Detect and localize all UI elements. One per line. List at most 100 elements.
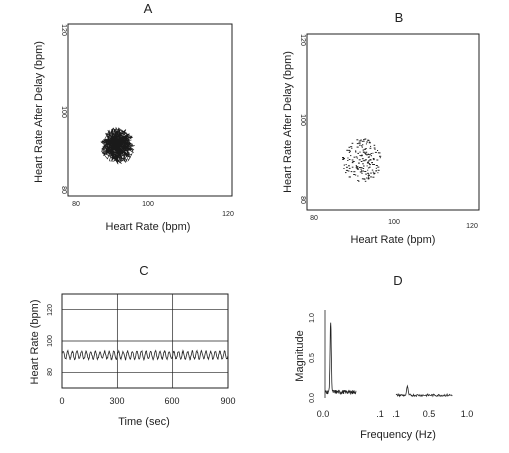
panel-b-point bbox=[361, 154, 363, 156]
panel-b-point bbox=[348, 146, 351, 148]
panel-b-points bbox=[342, 138, 382, 182]
panel-b-point bbox=[367, 154, 369, 155]
panel-b-point bbox=[365, 151, 368, 153]
panel-d-spectrum-line bbox=[324, 322, 453, 398]
panel-b-point bbox=[355, 156, 358, 158]
panel-b-point bbox=[363, 178, 366, 180]
panel-b-point bbox=[375, 167, 377, 169]
panel-b-point bbox=[364, 138, 367, 140]
panel-b-point bbox=[367, 175, 370, 177]
panel-b-point bbox=[373, 172, 376, 174]
panel-b-xlabel: Heart Rate (bpm) bbox=[351, 234, 436, 246]
panel-b-point bbox=[358, 142, 361, 144]
panel-b-point bbox=[365, 152, 367, 154]
panel-b-point bbox=[355, 165, 357, 167]
panel-b-point bbox=[348, 167, 351, 169]
panel-b-point bbox=[365, 173, 367, 175]
panel-b-xtick-100: 100 bbox=[388, 219, 400, 226]
panel-b-point bbox=[348, 149, 351, 151]
panel-b-point bbox=[369, 159, 372, 161]
panel-b-point bbox=[364, 180, 367, 182]
panel-a-ytick-120: 120 bbox=[60, 24, 67, 36]
panel-b-point bbox=[363, 165, 365, 167]
panel-b-point bbox=[372, 164, 374, 165]
panel-b-point bbox=[350, 155, 352, 157]
panel-d-ytick-0: 0.0 bbox=[309, 393, 316, 403]
panel-c: C 0 300 600 900 80 100 120 Time (sec) He… bbox=[29, 263, 236, 428]
panel-b-point bbox=[361, 173, 363, 174]
panel-b-point bbox=[379, 157, 381, 159]
panel-b-point bbox=[379, 155, 382, 157]
panel-b-point bbox=[347, 157, 349, 159]
panel-b-point bbox=[371, 169, 374, 171]
panel-d-xlabel: Frequency (Hz) bbox=[360, 429, 436, 441]
panel-a: A 80 100 120 80 100 120 Heart Rate (bpm)… bbox=[33, 1, 234, 233]
panel-c-ylabel: Heart Rate (bpm) bbox=[29, 300, 41, 385]
panel-b-point bbox=[355, 167, 358, 169]
panel-b-point bbox=[362, 144, 364, 146]
panel-d-xtick-01b: .1 bbox=[392, 409, 400, 419]
panel-b-ylabel: Heart Rate After Delay (bpm) bbox=[282, 51, 294, 193]
panel-b-point bbox=[372, 159, 375, 161]
panel-a-letter: A bbox=[144, 1, 153, 16]
panel-b-point bbox=[361, 170, 363, 172]
panel-b-point bbox=[359, 171, 362, 173]
panel-b-point bbox=[362, 163, 364, 165]
panel-b-point bbox=[358, 167, 361, 168]
panel-b-point bbox=[370, 176, 372, 178]
panel-d-xtick-0: 0.0 bbox=[317, 409, 330, 419]
panel-b-point bbox=[374, 151, 377, 153]
panel-b-point bbox=[362, 140, 365, 142]
panel-b-point bbox=[342, 157, 345, 158]
panel-d: D 0.0 0.5 1.0 0.0 .1 .1 0.5 1.0 Frequenc… bbox=[294, 273, 473, 441]
panel-b-point bbox=[366, 165, 368, 167]
panel-b-point bbox=[358, 162, 360, 164]
panel-a-ytick-80: 80 bbox=[60, 186, 67, 194]
panel-b-point bbox=[372, 158, 375, 159]
panel-a-xtick-80: 80 bbox=[72, 201, 80, 208]
panel-b-point bbox=[360, 161, 363, 162]
panel-a-xtick-100: 100 bbox=[142, 201, 154, 208]
panel-c-xtick-300: 300 bbox=[109, 396, 124, 406]
panel-b-point bbox=[350, 146, 353, 148]
panel-b-point bbox=[348, 165, 350, 167]
panel-b-point bbox=[348, 176, 351, 178]
panel-b-point bbox=[359, 143, 361, 145]
panel-b-point bbox=[357, 175, 359, 177]
panel-d-xtick-05: 0.5 bbox=[423, 409, 436, 419]
panel-b-point bbox=[359, 155, 361, 156]
panel-b-point bbox=[346, 166, 348, 168]
panel-b-point bbox=[348, 159, 351, 160]
panel-b-point bbox=[355, 151, 357, 153]
panel-b-point bbox=[358, 180, 360, 182]
panel-b-point bbox=[378, 152, 381, 154]
panel-b-point bbox=[349, 150, 351, 152]
panel-b-point bbox=[360, 155, 363, 157]
panel-b-point bbox=[370, 155, 372, 157]
panel-c-xtick-900: 900 bbox=[220, 396, 235, 406]
panel-b-point bbox=[377, 169, 380, 171]
panel-b-point bbox=[360, 167, 363, 169]
panel-b-point bbox=[350, 171, 353, 173]
panel-b-point bbox=[367, 167, 370, 169]
panel-b-point bbox=[356, 157, 358, 159]
panel-b-point bbox=[364, 171, 367, 172]
panel-b-point bbox=[373, 147, 376, 149]
panel-b-point bbox=[342, 158, 345, 159]
panel-b-point bbox=[366, 177, 368, 179]
panel-b-xtick-120: 120 bbox=[466, 223, 478, 230]
panel-c-xtick-600: 600 bbox=[164, 396, 179, 406]
panel-b-point bbox=[358, 159, 361, 161]
panel-b-point bbox=[345, 172, 347, 174]
panel-b-point bbox=[364, 153, 366, 154]
panel-b-point bbox=[368, 173, 370, 175]
panel-b-point bbox=[366, 162, 369, 164]
panel-b-point bbox=[347, 160, 349, 161]
panel-b-point bbox=[368, 156, 370, 158]
panel-b-point bbox=[367, 177, 370, 179]
panel-c-ytick-80: 80 bbox=[47, 368, 54, 376]
panel-b-point bbox=[361, 140, 363, 142]
panel-b-point bbox=[355, 150, 357, 152]
panel-b-point bbox=[362, 149, 365, 151]
